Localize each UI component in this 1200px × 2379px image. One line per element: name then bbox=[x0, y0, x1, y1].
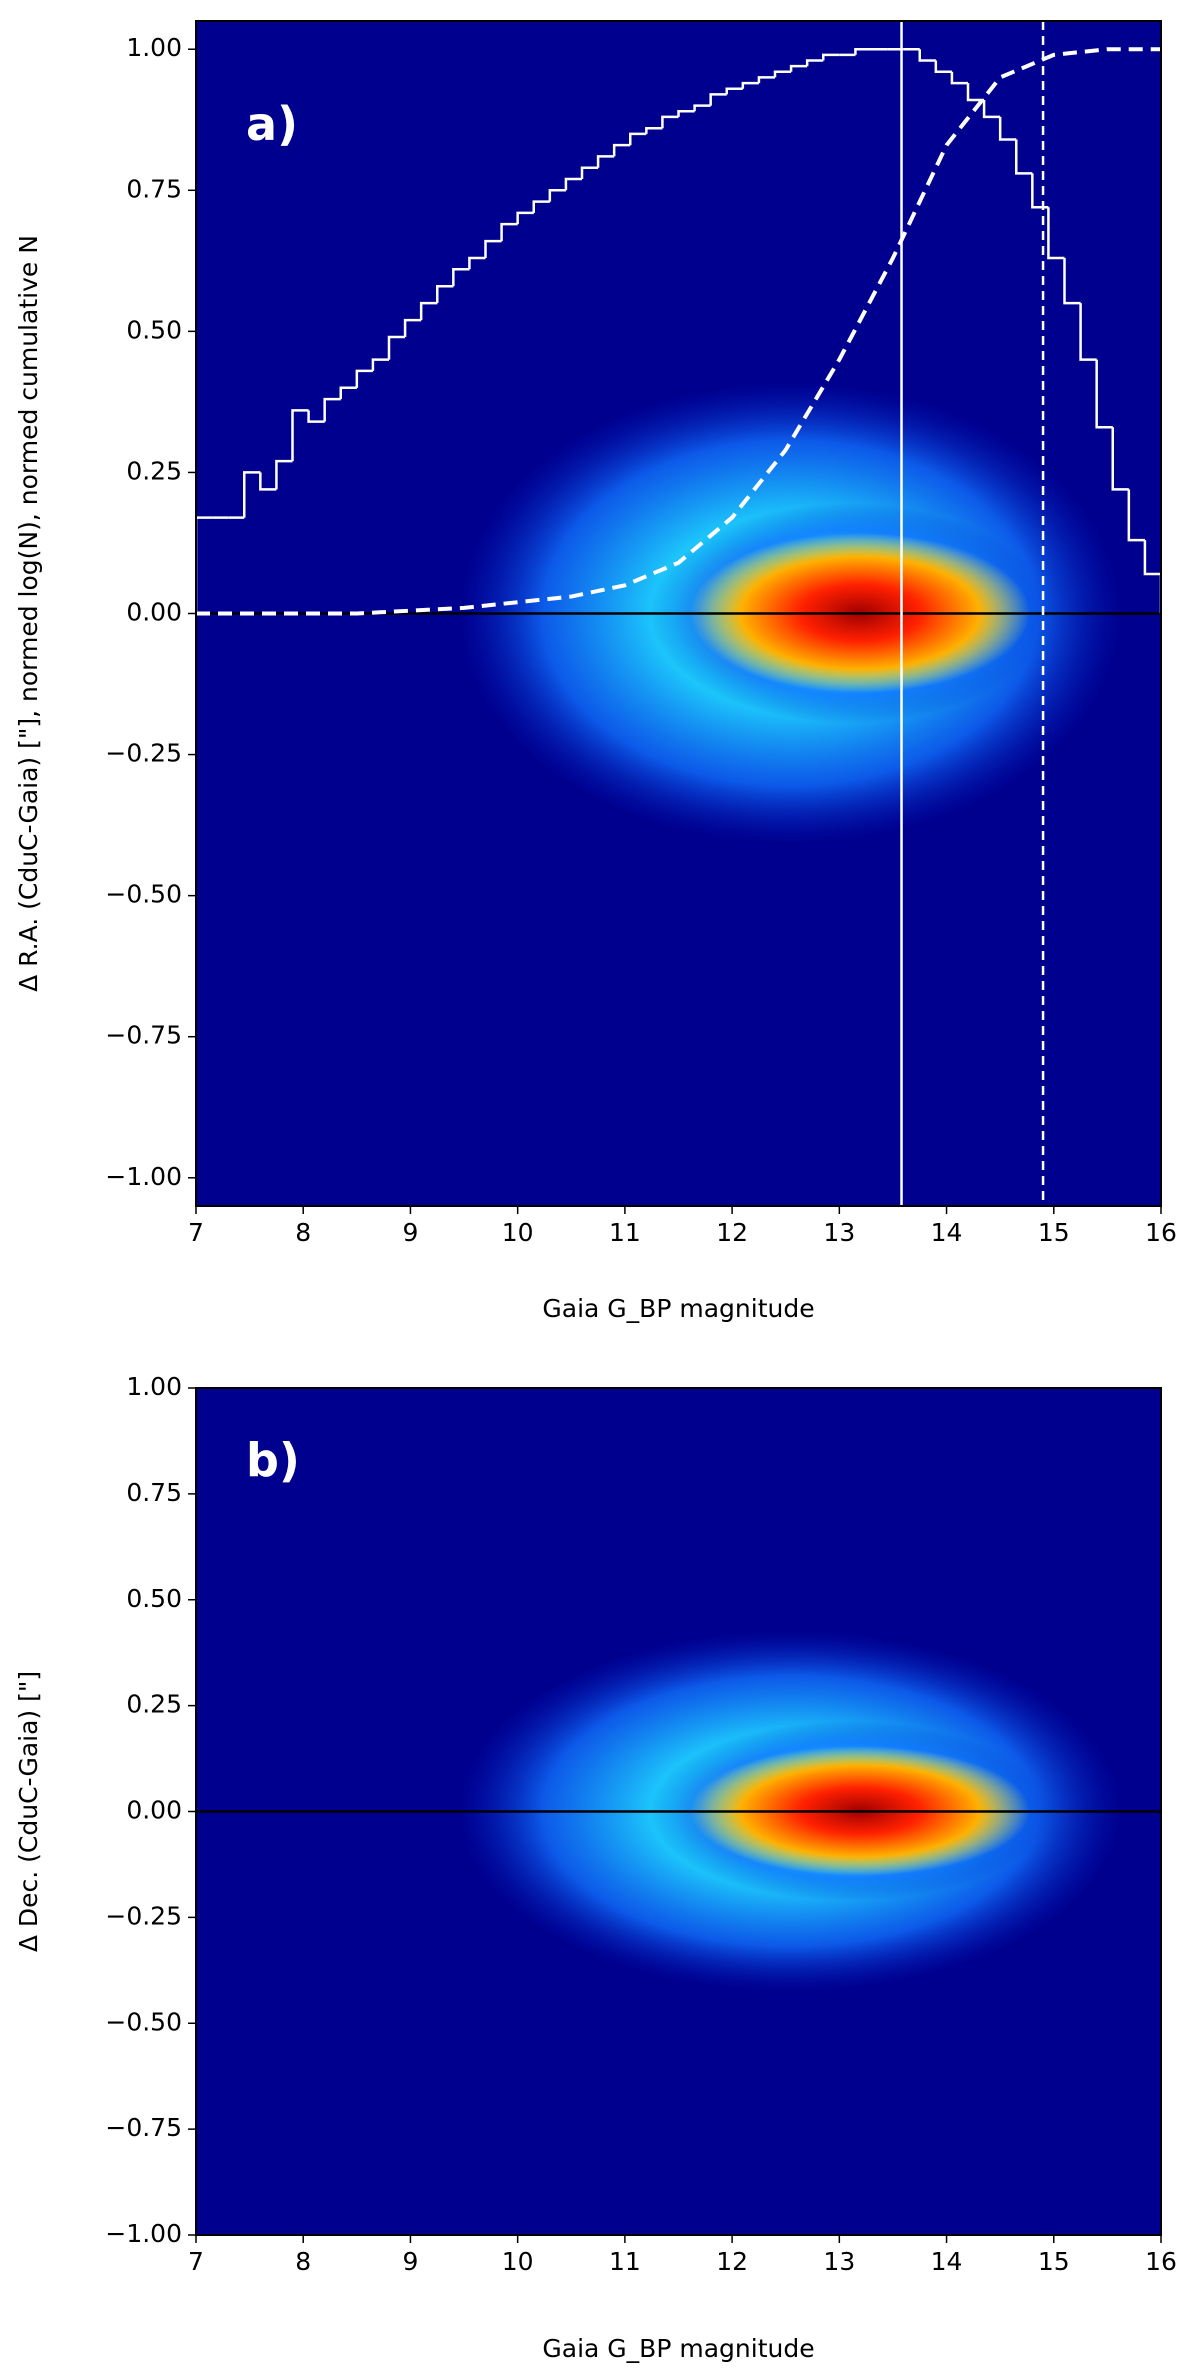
step-bin bbox=[918, 49, 936, 62]
step-bin bbox=[982, 100, 1001, 119]
step-bin bbox=[693, 104, 711, 112]
y-tick-label: 1.00 bbox=[126, 33, 182, 62]
step-bin bbox=[741, 81, 759, 89]
y-axis-label: Δ Dec. (CduC-Gaia) ["] bbox=[14, 1671, 43, 1952]
x-tick-label: 7 bbox=[188, 1218, 204, 1247]
step-bin bbox=[355, 369, 373, 388]
step-bin bbox=[516, 211, 534, 225]
x-tick-label: 14 bbox=[931, 1218, 963, 1247]
y-tick-label: −0.50 bbox=[105, 880, 182, 909]
step-bin bbox=[934, 60, 952, 74]
step-bin bbox=[580, 166, 599, 179]
step-bin bbox=[371, 358, 389, 371]
step-bin bbox=[966, 83, 985, 102]
x-tick-label: 9 bbox=[402, 2247, 418, 2276]
step-bin bbox=[773, 70, 792, 78]
y-tick-label: 0.00 bbox=[126, 598, 182, 627]
step-bin bbox=[950, 71, 968, 85]
step-bin bbox=[1079, 303, 1097, 361]
x-tick-label: 7 bbox=[188, 2247, 204, 2276]
y-tick-label: −0.75 bbox=[105, 2113, 182, 2142]
y-tick-label: 0.25 bbox=[126, 456, 182, 485]
y-tick-label: −0.50 bbox=[105, 2007, 182, 2036]
x-tick-label: 11 bbox=[609, 2247, 641, 2276]
step-bin bbox=[854, 47, 872, 55]
cumulative-line bbox=[196, 47, 1161, 616]
step-bin bbox=[629, 132, 647, 146]
y-tick-label: −0.25 bbox=[105, 1901, 182, 1930]
step-bin bbox=[387, 335, 406, 360]
y-tick-label: 0.75 bbox=[126, 174, 182, 203]
step-bin bbox=[436, 284, 454, 304]
step-bin bbox=[452, 268, 470, 287]
panel-label: b) bbox=[246, 1434, 300, 1488]
step-bin bbox=[1047, 207, 1065, 260]
step-bin bbox=[789, 64, 808, 72]
step-bin bbox=[757, 76, 775, 84]
y-tick-label: −0.75 bbox=[105, 1021, 182, 1050]
step-bin bbox=[291, 409, 309, 462]
step-bin bbox=[468, 256, 486, 270]
x-tick-label: 15 bbox=[1038, 2247, 1070, 2276]
x-tick-label: 9 bbox=[402, 1218, 418, 1247]
step-bin bbox=[822, 53, 840, 61]
y-tick-label: 0.50 bbox=[126, 1584, 182, 1613]
step-bin bbox=[805, 59, 824, 67]
step-bin bbox=[339, 386, 357, 400]
step-bin bbox=[532, 200, 550, 213]
step-bin bbox=[548, 189, 566, 202]
x-axis-label: Gaia G_BP magnitude bbox=[542, 1294, 814, 1323]
step-bin bbox=[612, 143, 631, 157]
x-tick-label: 10 bbox=[502, 2247, 534, 2276]
step-bin bbox=[725, 87, 743, 95]
x-tick-label: 8 bbox=[295, 2247, 311, 2276]
x-tick-label: 13 bbox=[823, 2247, 855, 2276]
y-axis-label: Δ R.A. (CduC-Gaia) ["], normed log(N), n… bbox=[14, 235, 43, 992]
panel-label: a) bbox=[246, 97, 298, 151]
x-tick-label: 10 bbox=[502, 1218, 534, 1247]
y-tick-label: 0.75 bbox=[126, 1478, 182, 1507]
x-axis-label: Gaia G_BP magnitude bbox=[542, 2334, 814, 2363]
step-bin bbox=[677, 110, 695, 117]
y-tick-label: 0.25 bbox=[126, 1690, 182, 1719]
step-bin bbox=[1031, 173, 1049, 209]
x-tick-label: 12 bbox=[716, 1218, 748, 1247]
step-bin bbox=[709, 93, 727, 106]
step-bin bbox=[564, 177, 582, 191]
x-tick-label: 14 bbox=[931, 2247, 963, 2276]
step-bin bbox=[259, 472, 277, 491]
y-tick-label: 0.50 bbox=[126, 315, 182, 344]
step-bin bbox=[243, 471, 261, 518]
x-tick-label: 16 bbox=[1145, 2247, 1177, 2276]
step-bin bbox=[500, 222, 518, 242]
step-bin bbox=[323, 397, 341, 422]
x-tick-label: 12 bbox=[716, 2247, 748, 2276]
x-tick-label: 13 bbox=[823, 1218, 855, 1247]
step-bin bbox=[596, 155, 615, 168]
step-bin bbox=[484, 239, 502, 258]
step-bin bbox=[998, 116, 1017, 141]
x-tick-label: 8 bbox=[295, 1218, 311, 1247]
y-tick-label: 1.00 bbox=[126, 1372, 182, 1401]
step-bin bbox=[1095, 359, 1113, 429]
step-bin bbox=[403, 318, 422, 337]
y-tick-label: 0.00 bbox=[126, 1796, 182, 1825]
step-bin bbox=[1127, 489, 1145, 542]
y-tick-label: −0.25 bbox=[105, 739, 182, 768]
step-bin bbox=[419, 301, 438, 321]
y-tick-label: −1.00 bbox=[105, 2219, 182, 2248]
step-bin bbox=[645, 126, 663, 134]
step-bin bbox=[1015, 139, 1033, 175]
x-tick-label: 16 bbox=[1145, 1218, 1177, 1247]
step-bin bbox=[275, 459, 293, 490]
y-tick-label: −1.00 bbox=[105, 1162, 182, 1191]
step-bin bbox=[307, 410, 325, 423]
x-tick-label: 11 bbox=[609, 1218, 641, 1247]
step-bin bbox=[661, 115, 679, 129]
x-tick-label: 15 bbox=[1038, 1218, 1070, 1247]
step-bin bbox=[1111, 427, 1129, 491]
step-bin bbox=[1063, 258, 1081, 305]
